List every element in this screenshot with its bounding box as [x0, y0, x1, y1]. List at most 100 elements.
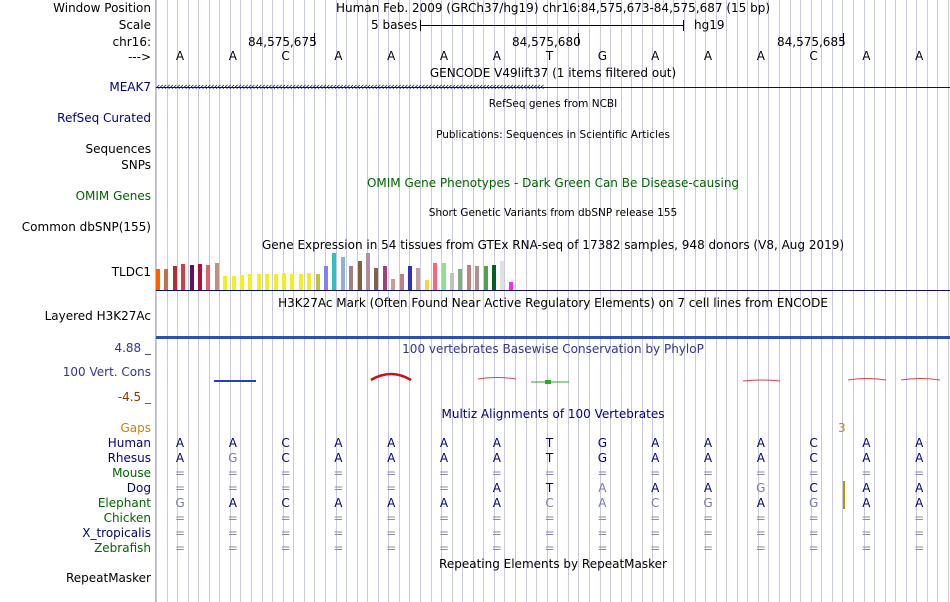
alignment-base: =: [174, 541, 186, 555]
species-label-elephant[interactable]: Elephant: [97, 496, 151, 510]
gtex-tissue-bar[interactable]: [181, 264, 186, 290]
grid-line: [853, 0, 854, 602]
gtex-tissue-bar[interactable]: [408, 266, 412, 290]
gtex-tissue-bar[interactable]: [374, 268, 379, 290]
dbsnp-track-label[interactable]: Common dbSNP(155): [21, 220, 151, 234]
alignment-base: =: [597, 511, 608, 525]
refseq-track-label[interactable]: RefSeq Curated: [57, 111, 151, 125]
gencode-gene-label[interactable]: MEAK7: [109, 80, 151, 94]
alignment-base: G: [808, 496, 819, 510]
gtex-tissue-bar[interactable]: [214, 263, 219, 290]
gtex-tissue-bar[interactable]: [324, 266, 328, 290]
alignment-base: C: [545, 496, 554, 510]
gtex-tissue-bar[interactable]: [466, 265, 471, 290]
species-label-mouse[interactable]: Mouse: [112, 466, 151, 480]
gtex-tissue-bar[interactable]: [391, 279, 396, 290]
grid-line: [251, 0, 252, 602]
gtex-tissue-bar[interactable]: [366, 253, 370, 290]
coord-label-2: 84,575,680: [512, 35, 581, 49]
phylop-segment-8: [900, 378, 941, 381]
reference-base: A: [387, 49, 396, 63]
gtex-tissue-bar[interactable]: [433, 263, 438, 290]
gtex-tissue-bar[interactable]: [492, 265, 496, 290]
gtex-tissue-bar[interactable]: [349, 266, 354, 290]
omim-track-label[interactable]: OMIM Genes: [75, 189, 151, 203]
gtex-tissue-bar[interactable]: [198, 264, 202, 290]
gtex-tissue-bar[interactable]: [508, 282, 513, 290]
gtex-gene-label[interactable]: TLDC1: [111, 265, 151, 279]
gtex-tissue-bar[interactable]: [256, 274, 261, 290]
reference-base: A: [228, 49, 237, 63]
alignment-base: =: [438, 466, 450, 480]
gaps-label[interactable]: Gaps: [120, 421, 151, 435]
gtex-tissue-bar[interactable]: [231, 276, 236, 290]
elephant-insertion-marker[interactable]: [843, 481, 845, 509]
gtex-tissue-bar[interactable]: [206, 265, 211, 290]
grid-line: [462, 0, 463, 602]
gtex-tissue-bar[interactable]: [248, 274, 253, 290]
grid-line: [431, 0, 432, 602]
phylop-track-label[interactable]: 100 Vert. Cons: [62, 365, 151, 379]
gtex-tissue-bar[interactable]: [307, 273, 312, 290]
alignment-base: A: [915, 436, 924, 450]
gencode-gene-body[interactable]: ‹‹‹‹‹‹‹‹‹‹‹‹‹‹‹‹‹‹‹‹‹‹‹‹‹‹‹‹‹‹‹‹‹‹‹‹‹‹‹‹…: [156, 80, 950, 94]
gtex-tissue-bar[interactable]: [282, 273, 286, 290]
gtex-tissue-bar[interactable]: [273, 274, 278, 290]
alignment-base: A: [175, 436, 185, 450]
phylop-segment-6: [742, 379, 781, 382]
gtex-tissue-bar[interactable]: [189, 265, 194, 290]
gtex-tissue-bar[interactable]: [416, 268, 421, 290]
gtex-tissue-bar[interactable]: [382, 266, 387, 290]
gtex-tissue-bar[interactable]: [441, 263, 446, 290]
gtex-tissue-bar[interactable]: [290, 274, 295, 290]
gtex-tissue-bar[interactable]: [265, 274, 270, 290]
grid-line: [758, 0, 759, 602]
gtex-tissue-bar[interactable]: [450, 273, 454, 290]
species-label-human[interactable]: Human: [107, 436, 151, 450]
gtex-tissue-bar[interactable]: [164, 269, 169, 290]
gencode-track-title: GENCODE V49lift37 (1 items filtered out): [429, 66, 677, 80]
alignment-base: A: [651, 436, 660, 450]
grid-line: [927, 0, 928, 602]
gtex-tissue-bar[interactable]: [156, 269, 160, 290]
grid-line: [842, 0, 843, 602]
gtex-tissue-bar[interactable]: [500, 261, 505, 290]
gtex-tissue-bar[interactable]: [298, 274, 303, 290]
gtex-tissue-bar[interactable]: [458, 269, 463, 290]
species-label-xtropicalis[interactable]: X_tropicalis: [82, 526, 151, 540]
track-display-area[interactable]: Human Feb. 2009 (GRCh37/hg19) chr16:84,5…: [156, 0, 950, 602]
gtex-bar-graph[interactable]: [156, 252, 950, 290]
reference-base: A: [703, 49, 713, 63]
phylop-plot[interactable]: [156, 360, 950, 400]
grid-line: [357, 0, 358, 602]
gtex-tissue-bar[interactable]: [315, 274, 320, 290]
grid-line: [314, 0, 315, 602]
gtex-tissue-bar[interactable]: [357, 261, 362, 290]
snps-track-label[interactable]: SNPs: [121, 158, 151, 172]
h3k27ac-track-label[interactable]: Layered H3K27Ac: [44, 309, 151, 323]
publications-track-label[interactable]: Sequences: [85, 142, 151, 156]
coord-tick-2: [578, 33, 579, 45]
alignment-base: =: [650, 511, 661, 525]
gaps-count[interactable]: 3: [838, 421, 846, 435]
species-label-rhesus[interactable]: Rhesus: [107, 451, 151, 465]
species-label-chicken[interactable]: Chicken: [103, 511, 151, 525]
alignment-base: =: [386, 481, 397, 495]
phylop-ymax-label: 4.88 _: [114, 341, 151, 355]
gtex-tissue-bar[interactable]: [340, 257, 345, 290]
gtex-tissue-bar[interactable]: [475, 266, 480, 290]
gtex-tissue-bar[interactable]: [240, 275, 244, 290]
gtex-tissue-bar[interactable]: [424, 280, 429, 290]
grid-line: [219, 0, 220, 602]
species-label-zebrafish[interactable]: Zebrafish: [94, 541, 151, 555]
gtex-tissue-bar[interactable]: [332, 253, 337, 290]
gtex-tissue-bar[interactable]: [399, 274, 404, 290]
species-label-dog[interactable]: Dog: [126, 481, 151, 495]
h3k27ac-signal[interactable]: [156, 336, 950, 339]
gtex-tissue-bar[interactable]: [483, 266, 488, 290]
repeatmasker-track-label[interactable]: RepeatMasker: [65, 571, 151, 585]
gtex-tissue-bar[interactable]: [223, 276, 228, 290]
alignment-base: =: [438, 511, 450, 525]
coord-tick-1: [314, 33, 315, 45]
gtex-tissue-bar[interactable]: [172, 266, 177, 290]
